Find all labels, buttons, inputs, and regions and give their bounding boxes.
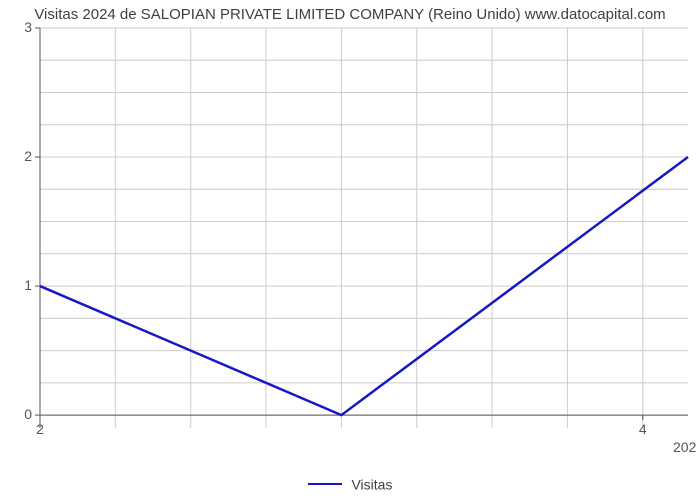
legend-label: Visitas [351,476,392,492]
legend: Visitas [0,475,700,492]
y-tick-label: 0 [12,406,32,422]
y-tick-label: 3 [12,19,32,35]
y-tick-label: 1 [12,277,32,293]
line-chart [0,0,700,500]
legend-swatch [308,483,342,486]
x-tick-label: 2 [30,421,50,437]
x-axis-label-partial: 202 [673,439,696,455]
chart-container: Visitas 2024 de SALOPIAN PRIVATE LIMITED… [0,0,700,500]
y-tick-label: 2 [12,148,32,164]
x-tick-label: 4 [633,421,653,437]
